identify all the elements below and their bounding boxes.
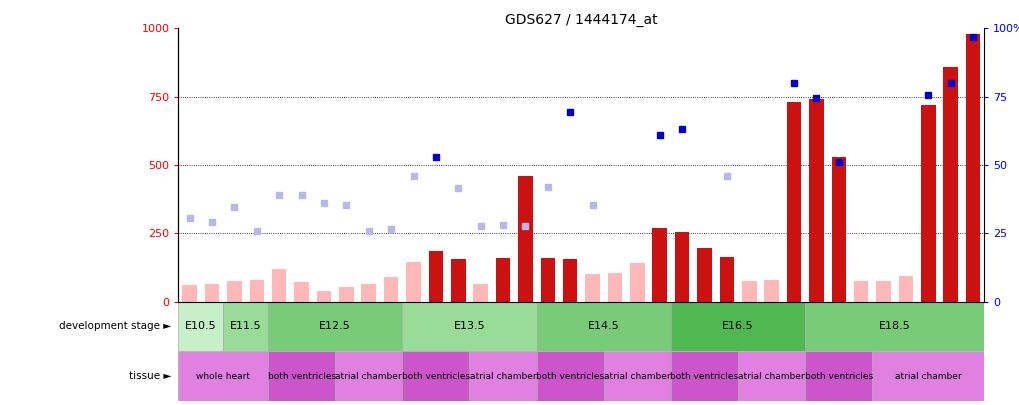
Bar <box>540 258 554 302</box>
Bar <box>294 282 309 302</box>
Bar <box>335 351 401 401</box>
Bar <box>875 281 890 302</box>
Bar <box>428 251 442 302</box>
Text: E12.5: E12.5 <box>319 322 351 331</box>
Bar <box>450 259 465 302</box>
Bar <box>268 351 335 401</box>
Title: GDS627 / 1444174_at: GDS627 / 1444174_at <box>504 13 657 27</box>
Bar <box>562 259 577 302</box>
Bar <box>804 302 983 351</box>
Bar <box>250 280 264 302</box>
Bar <box>630 263 644 302</box>
Bar <box>469 351 536 401</box>
Text: both ventricles: both ventricles <box>401 372 470 381</box>
Bar <box>943 66 957 302</box>
Bar <box>675 232 689 302</box>
Bar <box>603 351 671 401</box>
Bar <box>205 284 219 302</box>
Text: whole heart: whole heart <box>196 372 250 381</box>
Bar <box>871 351 983 401</box>
Bar <box>338 287 354 302</box>
Bar <box>671 351 738 401</box>
Text: atrial chamber: atrial chamber <box>738 372 804 381</box>
Text: E13.5: E13.5 <box>453 322 485 331</box>
Bar <box>786 102 801 302</box>
Text: E16.5: E16.5 <box>721 322 753 331</box>
Bar <box>585 274 599 302</box>
Bar <box>536 302 671 351</box>
Bar <box>223 302 268 351</box>
Bar <box>830 157 845 302</box>
Bar <box>920 105 934 302</box>
Bar <box>401 351 469 401</box>
Bar <box>741 281 756 302</box>
Bar <box>473 284 487 302</box>
Bar <box>361 284 376 302</box>
Text: atrial chamber: atrial chamber <box>470 372 536 381</box>
Bar <box>178 351 268 401</box>
Text: E11.5: E11.5 <box>229 322 261 331</box>
Bar <box>671 302 804 351</box>
Bar <box>898 276 912 302</box>
Bar <box>317 291 331 302</box>
Bar <box>965 34 979 302</box>
Bar <box>536 351 603 401</box>
Bar <box>738 351 804 401</box>
Text: E10.5: E10.5 <box>184 322 216 331</box>
Text: both ventricles: both ventricles <box>267 372 335 381</box>
Bar <box>272 269 286 302</box>
Bar <box>268 302 401 351</box>
Bar <box>719 256 734 302</box>
Bar <box>406 262 421 302</box>
Bar <box>178 302 223 351</box>
Bar <box>804 351 871 401</box>
Bar <box>518 176 532 302</box>
Text: atrial chamber: atrial chamber <box>894 372 961 381</box>
Text: atrial chamber: atrial chamber <box>335 372 401 381</box>
Bar <box>227 281 242 302</box>
Text: tissue ►: tissue ► <box>129 371 171 381</box>
Bar <box>383 277 398 302</box>
Text: both ventricles: both ventricles <box>536 372 603 381</box>
Text: E14.5: E14.5 <box>587 322 620 331</box>
Text: atrial chamber: atrial chamber <box>603 372 671 381</box>
Bar <box>853 281 867 302</box>
Bar <box>697 248 711 302</box>
Text: development stage ►: development stage ► <box>59 322 171 331</box>
Bar <box>808 99 823 302</box>
Bar <box>401 302 536 351</box>
Bar <box>607 273 622 302</box>
Bar <box>182 285 197 302</box>
Text: E18.5: E18.5 <box>878 322 910 331</box>
Bar <box>652 228 666 302</box>
Text: both ventricles: both ventricles <box>804 372 872 381</box>
Bar <box>763 280 779 302</box>
Bar <box>495 258 510 302</box>
Text: both ventricles: both ventricles <box>669 372 738 381</box>
